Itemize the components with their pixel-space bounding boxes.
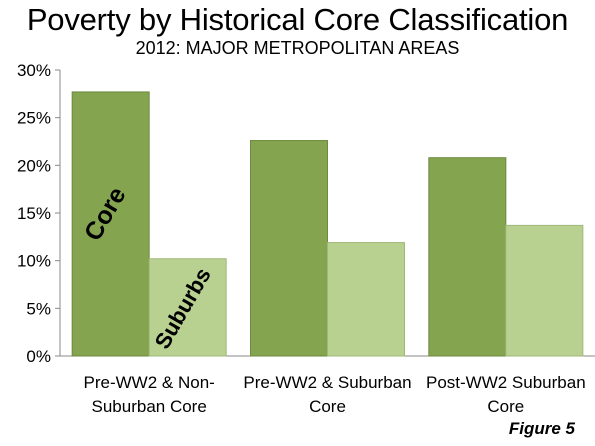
x-category-label: Core bbox=[309, 397, 346, 416]
x-axis-labels: Pre-WW2 & Non- Suburban Core Pre-WW2 & Sub… bbox=[84, 373, 586, 416]
bar-core-2 bbox=[250, 140, 328, 357]
y-tick-label: 20% bbox=[17, 156, 51, 175]
y-tick-label: 30% bbox=[17, 61, 51, 80]
x-category-label: Pre-WW2 & Suburban bbox=[243, 373, 411, 392]
bar-core-3 bbox=[428, 157, 507, 357]
x-category-label: Post-WW2 Suburban bbox=[426, 373, 586, 392]
x-category-label: Core bbox=[487, 397, 524, 416]
figure-label: Figure 5 bbox=[508, 419, 575, 438]
y-tick-label: 5% bbox=[26, 299, 51, 318]
bar-suburbs-2 bbox=[327, 242, 405, 357]
chart-subtitle: 2012: MAJOR METROPOLITAN AREAS bbox=[135, 38, 460, 58]
x-category-label: Suburban Core bbox=[92, 397, 207, 416]
chart-title: Poverty by Historical Core Classificatio… bbox=[26, 2, 569, 37]
bar-suburbs-3 bbox=[505, 224, 584, 357]
bar-core-1 bbox=[71, 91, 150, 357]
y-tick-label: 25% bbox=[17, 109, 51, 128]
bar-suburbs-1 bbox=[148, 258, 227, 357]
bars bbox=[71, 91, 584, 357]
x-category-label: Pre-WW2 & Non- bbox=[84, 373, 215, 392]
y-tick-label: 0% bbox=[26, 347, 51, 366]
y-tick-label: 10% bbox=[17, 252, 51, 271]
y-tick-label: 15% bbox=[17, 204, 51, 223]
